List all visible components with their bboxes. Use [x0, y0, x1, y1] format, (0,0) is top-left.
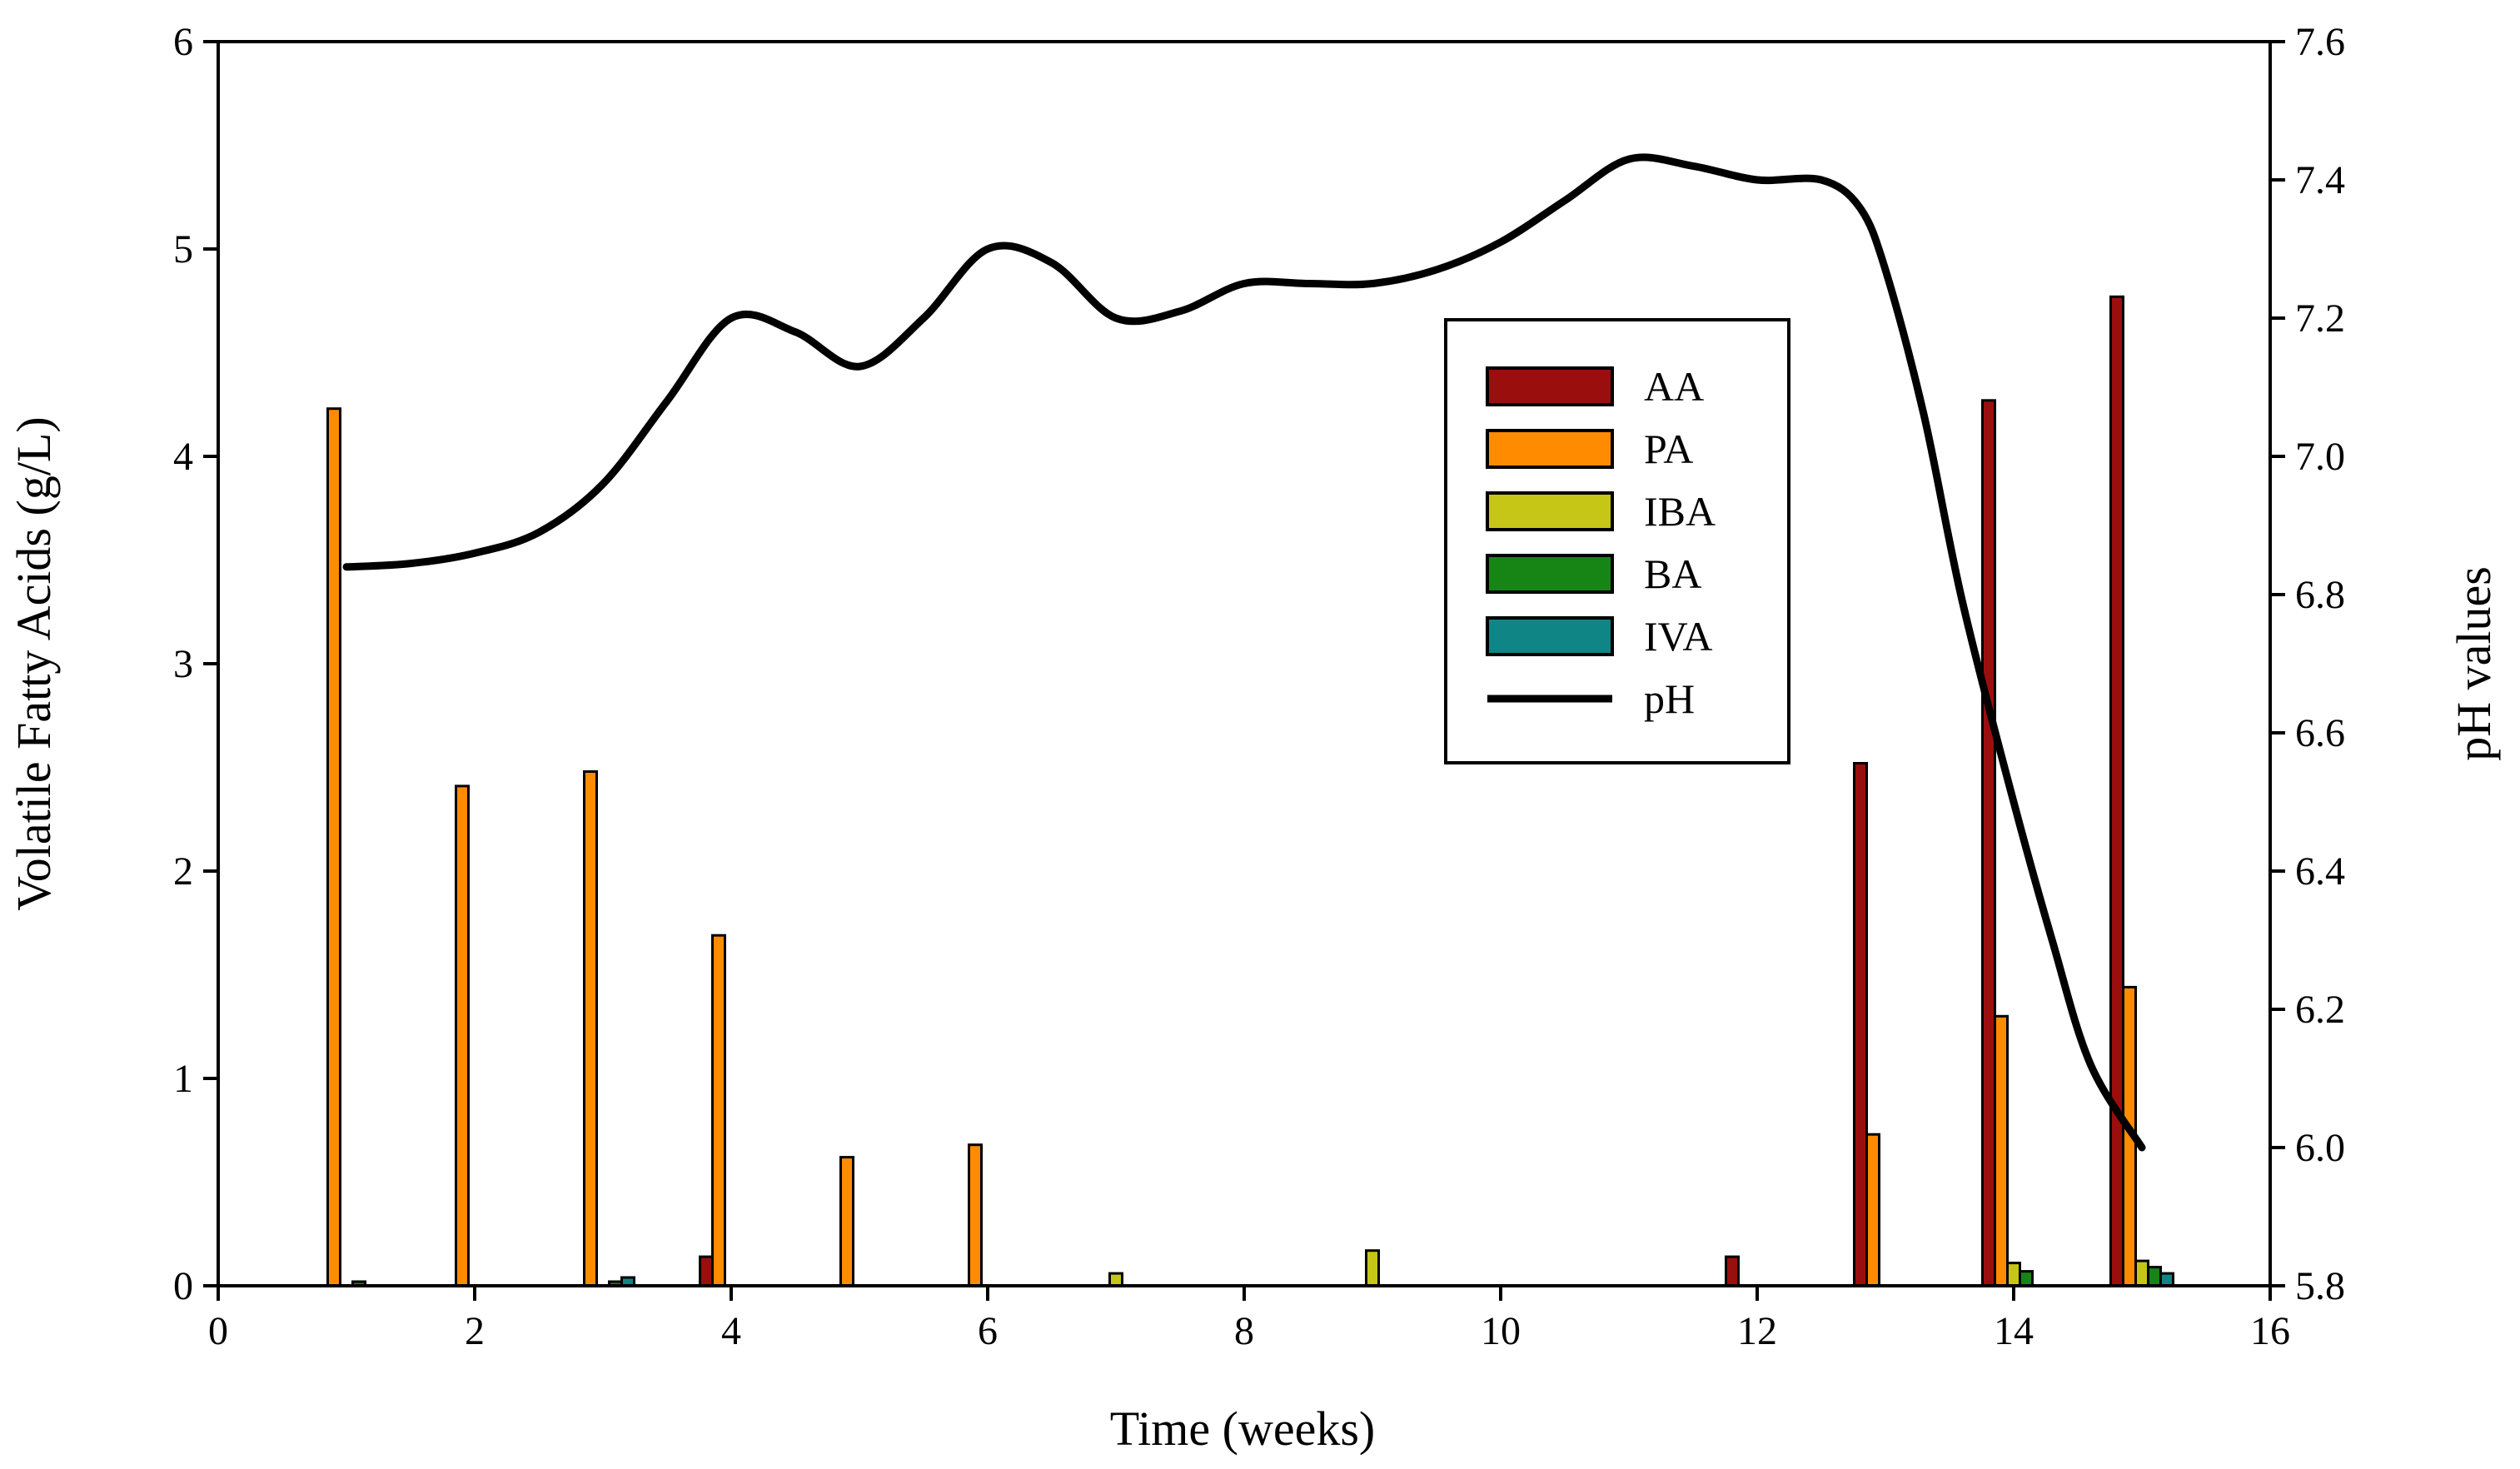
bar-ba-week-15 — [2147, 1266, 2162, 1287]
ph-line — [342, 153, 2146, 1152]
y-right-axis-title: pH values — [2447, 566, 2501, 761]
y-left-tick-label: 5 — [173, 227, 193, 271]
bar-pa-week-5 — [839, 1156, 854, 1287]
bars-layer — [326, 295, 2174, 1287]
x-tick-label: 2 — [465, 1309, 485, 1353]
y-left-tick-label: 6 — [173, 20, 193, 64]
y-left-tick-label: 2 — [173, 849, 193, 894]
bar-pa-week-4 — [711, 934, 726, 1287]
axis-titles: Time (weeks) Volatile Fatty Acids (g/L) … — [7, 416, 2501, 1456]
y-left-axis-title: Volatile Fatty Acids (g/L) — [7, 416, 61, 910]
x-tick-label: 4 — [721, 1309, 741, 1353]
y-right-tick-label: 7.6 — [2295, 20, 2345, 64]
y-left-tick-label: 1 — [173, 1057, 193, 1101]
x-tick-label: 14 — [1994, 1309, 2034, 1353]
legend-label-ba: BA — [1644, 550, 1701, 597]
x-tick-label: 6 — [978, 1309, 998, 1353]
ph-line-layer — [342, 153, 2146, 1152]
legend-swatch-aa — [1486, 366, 1614, 406]
bar-iva-week-15 — [2159, 1272, 2174, 1287]
x-tick-label: 0 — [208, 1309, 228, 1353]
y-right-tick-label: 6.4 — [2295, 849, 2345, 894]
legend-swatch-iva — [1486, 616, 1614, 656]
legend-label-ph: pH — [1644, 675, 1695, 722]
legend-label-aa: AA — [1644, 363, 1704, 410]
y-right-tick-label: 7.4 — [2295, 158, 2345, 202]
bar-aa-week-13 — [1853, 762, 1868, 1287]
axes-layer: 0 2 4 6 8 10 12 14 1601234565.86.06.26.46.66.87.… — [173, 20, 2345, 1353]
y-right-tick-label: 6.6 — [2295, 711, 2345, 755]
bar-pa-week-2 — [455, 784, 470, 1287]
y-right-tick-label: 5.8 — [2295, 1264, 2345, 1308]
bar-iba-week-14 — [2006, 1262, 2021, 1287]
legend-swatch-ba — [1486, 554, 1614, 594]
y-left-tick-label: 4 — [173, 435, 193, 479]
bar-pa-week-13 — [1865, 1133, 1880, 1287]
plot-frame — [217, 40, 2272, 1287]
x-tick-label: 10 — [1481, 1309, 1521, 1353]
bar-ba-week-14 — [2019, 1270, 2034, 1287]
y-right-tick-label: 6.0 — [2295, 1126, 2345, 1170]
x-axis-title: Time (weeks) — [1110, 1402, 1375, 1456]
legend-label-pa: PA — [1644, 426, 1693, 472]
legend-label-iba: IBA — [1644, 488, 1716, 535]
bar-iba-week-15 — [2134, 1259, 2149, 1287]
bar-pa-week-14 — [1994, 1014, 2009, 1287]
legend-swatch-iba — [1486, 491, 1614, 531]
legend-label-iva: IVA — [1644, 613, 1712, 660]
y-right-tick-label: 7.2 — [2295, 296, 2345, 341]
y-left-tick-label: 0 — [173, 1264, 193, 1308]
bar-aa-week-12 — [1725, 1255, 1740, 1287]
legend-box — [1444, 318, 1790, 764]
bar-pa-week-1 — [326, 407, 341, 1287]
bar-iba-week-7 — [1108, 1272, 1123, 1287]
bar-aa-week-14 — [1981, 399, 1996, 1287]
y-right-tick-label: 7.0 — [2295, 435, 2345, 479]
x-tick-label: 16 — [2250, 1309, 2290, 1353]
legend: AA PA IBA BA IVA pH — [1444, 318, 1790, 764]
bar-aa-week-15 — [2109, 295, 2124, 1287]
y-right-tick-label: 6.2 — [2295, 988, 2345, 1032]
x-tick-label: 8 — [1234, 1309, 1254, 1353]
x-tick-label: 12 — [1737, 1309, 1777, 1353]
bar-pa-week-6 — [968, 1143, 983, 1287]
y-left-tick-label: 3 — [173, 642, 193, 686]
bar-pa-week-3 — [583, 770, 598, 1287]
bar-iba-week-9 — [1365, 1249, 1380, 1287]
bar-aa-week-4 — [699, 1255, 714, 1287]
legend-swatch-pa — [1486, 429, 1614, 469]
y-right-tick-label: 6.8 — [2295, 573, 2345, 617]
